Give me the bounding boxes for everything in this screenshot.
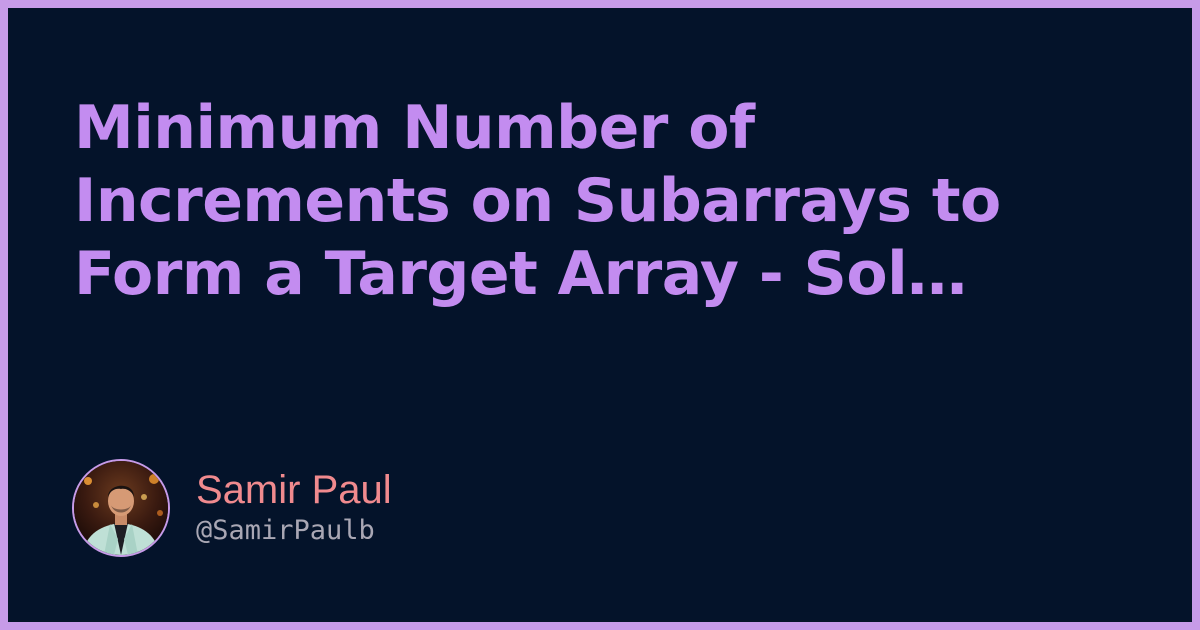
author-avatar-icon [74,461,168,555]
page-title: Minimum Number of Increments on Subarray… [74,93,1001,309]
social-card: Minimum Number of Increments on Subarray… [8,8,1192,622]
author-info: Samir Paul @SamirPaulb [196,468,392,548]
author-block: Samir Paul @SamirPaulb [72,458,392,558]
author-handle: @SamirPaulb [196,515,375,546]
avatar [72,459,170,557]
author-name: Samir Paul [196,468,392,512]
